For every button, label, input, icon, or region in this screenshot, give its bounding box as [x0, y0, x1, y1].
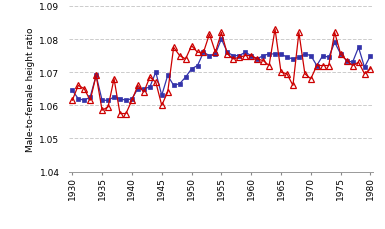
West	[82, 99, 87, 102]
West	[368, 55, 373, 58]
West	[142, 88, 146, 91]
East	[171, 47, 176, 49]
East	[368, 68, 373, 71]
East	[279, 71, 283, 74]
East	[273, 29, 277, 31]
East	[142, 91, 146, 94]
Y-axis label: Male-to-female height ratio: Male-to-female height ratio	[26, 27, 35, 151]
Line: East: East	[70, 27, 373, 117]
Line: West: West	[70, 38, 373, 103]
West	[362, 66, 367, 69]
East	[70, 99, 75, 102]
West	[70, 90, 75, 92]
West	[296, 57, 301, 59]
West	[171, 85, 176, 87]
West	[279, 53, 283, 56]
East	[362, 73, 367, 76]
East	[118, 113, 122, 115]
West	[166, 75, 170, 77]
East	[166, 91, 170, 94]
East	[296, 32, 301, 35]
West	[219, 38, 224, 41]
